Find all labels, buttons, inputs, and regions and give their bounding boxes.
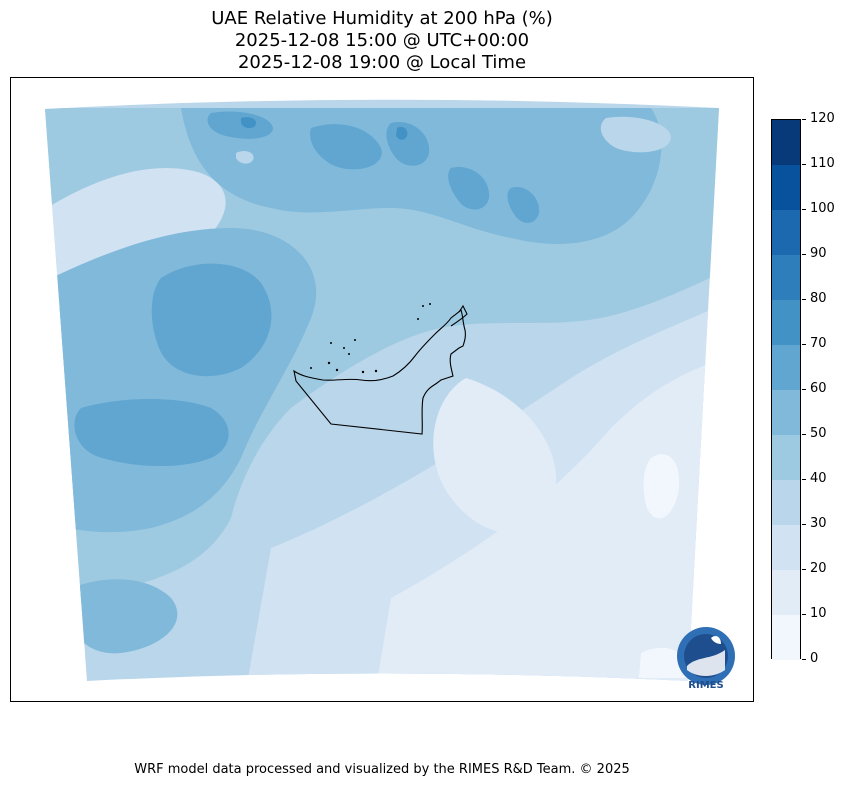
colorbar-segment — [772, 300, 800, 345]
colorbar-tick — [802, 478, 806, 480]
rh-fill-60-70-core-southwest — [74, 399, 229, 467]
rh-fill-60-70-north-d — [448, 167, 490, 210]
musandam-coast — [450, 304, 468, 327]
footer-credit: WRF model data processed and visualized … — [134, 762, 630, 777]
colorbar-tick — [802, 208, 806, 210]
colorbar-tick-label: 110 — [810, 156, 835, 171]
colorbar-segment — [772, 615, 800, 660]
colorbar-tick-label: 60 — [810, 381, 827, 396]
rh-fill-60-70-north-a — [310, 124, 382, 170]
colorbar-tick-label: 80 — [810, 291, 827, 306]
rh-fill-60-70-north-e — [507, 187, 540, 223]
colorbar-tick-label: 40 — [810, 471, 827, 486]
colorbar-tick-label: 120 — [810, 111, 835, 126]
colorbar-segment — [772, 525, 800, 570]
colorbar-tick — [802, 253, 806, 255]
colorbar-tick-label: 20 — [810, 561, 827, 576]
rh-contours — [45, 99, 719, 681]
colorbar-tick — [802, 118, 806, 120]
colorbar-tick — [802, 433, 806, 435]
uae-boundary — [293, 304, 468, 435]
colorbar-tick-label: 30 — [810, 516, 827, 531]
utc-time-subtitle: 2025-12-08 15:00 @ UTC+00:00 — [234, 30, 530, 51]
colorbar-tick-label: 0 — [810, 651, 819, 666]
colorbar-segment — [772, 390, 800, 435]
rh-fill-50-60-southwest — [71, 579, 178, 654]
colorbar-tick — [802, 163, 806, 165]
rh-fill-60-70-north-c — [207, 111, 273, 139]
colorbar-tick-label: 70 — [810, 336, 827, 351]
rh-fill-10-20-southeast — [371, 348, 719, 681]
colorbar-segment — [772, 210, 800, 255]
colorbar-tick-label: 50 — [810, 426, 827, 441]
rh-fill-70-80-streak — [396, 126, 408, 140]
rh-fill-0-10-corner — [639, 647, 687, 678]
colorbar-segment — [772, 435, 800, 480]
colorbar-segment — [772, 165, 800, 210]
rh-fill-70-80-streak-2 — [241, 117, 257, 129]
colorbar-segment — [772, 570, 800, 615]
rh-fill-30-40-patch — [236, 150, 254, 164]
colorbar-tick-label: 10 — [810, 606, 827, 621]
rh-fill-30-40-northeast — [600, 116, 671, 153]
rimes-logo-text: RIMES — [688, 680, 723, 691]
colorbar — [771, 119, 801, 660]
colorbar-tick — [802, 658, 806, 660]
colorbar-tick — [802, 388, 806, 390]
uae-border — [293, 308, 466, 435]
rimes-logo: RIMES — [677, 627, 735, 691]
map-title: UAE Relative Humidity at 200 hPa (%) — [211, 8, 553, 29]
colorbar-tick — [802, 613, 806, 615]
colorbar-segment — [772, 255, 800, 300]
colorbar-tick-label: 100 — [810, 201, 835, 216]
colorbar-tick-label: 90 — [810, 246, 827, 261]
local-time-subtitle: 2025-12-08 19:00 @ Local Time — [237, 52, 527, 73]
colorbar-segment — [772, 480, 800, 525]
rh-fill-60-70-core-west — [151, 263, 272, 377]
humidity-map: RIMES — [45, 99, 735, 691]
colorbar-tick — [802, 343, 806, 345]
rh-fill-50-60-north — [181, 108, 662, 244]
rh-fill-0-10-east — [643, 454, 680, 519]
rh-fill-10-20-center — [433, 378, 557, 534]
map-frame: RIMES — [10, 77, 754, 702]
colorbar-segment — [772, 120, 800, 165]
colorbar-segment — [772, 345, 800, 390]
colorbar-tick — [802, 298, 806, 300]
colorbar-tick — [802, 523, 806, 525]
colorbar-tick — [802, 568, 806, 570]
uae-islands — [310, 303, 431, 374]
